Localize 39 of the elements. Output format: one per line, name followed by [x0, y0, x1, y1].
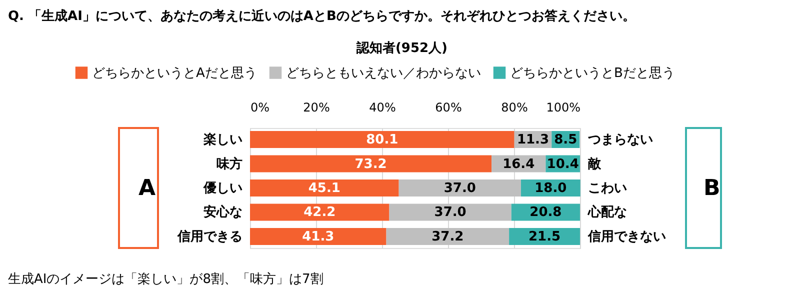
y2-tick-label: 心配な: [587, 204, 627, 220]
y-tick-label: 信用できる: [176, 229, 242, 244]
legend-label: どちらかというとBだと思う: [510, 66, 675, 81]
y-tick-label: 味方: [216, 156, 242, 172]
data-label: 10.4: [546, 156, 579, 172]
legend-label: どちらかというとAだと思う: [92, 66, 257, 81]
data-label: 45.1: [308, 181, 340, 196]
text: 生成AIのイメージは「楽しい」が8割、「味方」は7割: [8, 271, 324, 287]
data-label: 37.0: [434, 205, 466, 220]
data-label: 21.5: [528, 229, 561, 244]
y-tick-label: 優しい: [202, 181, 242, 196]
x-tick-label: 60%: [435, 100, 462, 114]
legend-label: どちらともいえない／わからない: [286, 66, 481, 81]
text: A: [138, 176, 156, 201]
chart-title: Q. 「生成AI」について、あなたの考えに近いのはAとBのどちらですか。それぞれひとつお答えください。: [8, 8, 636, 24]
x-tick-label: 100%: [546, 100, 580, 114]
y-tick-label: 楽しい: [202, 132, 242, 148]
text: B: [704, 176, 720, 201]
data-label: 73.2: [354, 156, 387, 172]
x-tick-label: 80%: [501, 100, 528, 114]
y2-tick-label: つまらない: [587, 132, 653, 148]
data-label: 18.0: [534, 181, 567, 196]
data-label: 20.8: [530, 205, 562, 220]
data-label: 41.3: [302, 229, 334, 244]
x-tick-label: 20%: [303, 100, 330, 114]
data-label: 42.2: [304, 205, 336, 220]
data-label: 37.0: [444, 181, 476, 196]
data-label: 11.3: [516, 132, 550, 148]
y2-tick-label: 敵: [587, 156, 602, 172]
chart-subtitle: 認知者(952人): [355, 40, 448, 56]
y2-tick-label: こわい: [588, 181, 627, 196]
data-label: 80.1: [366, 132, 398, 148]
data-label: 8.5: [554, 132, 578, 148]
data-label: 37.2: [432, 229, 464, 244]
y-tick-label: 安心な: [204, 204, 242, 220]
x-tick-label: 40%: [369, 100, 396, 114]
y2-tick-label: 信用できない: [587, 229, 666, 244]
x-tick-label: 0%: [250, 100, 270, 114]
data-label: 16.4: [502, 156, 535, 172]
